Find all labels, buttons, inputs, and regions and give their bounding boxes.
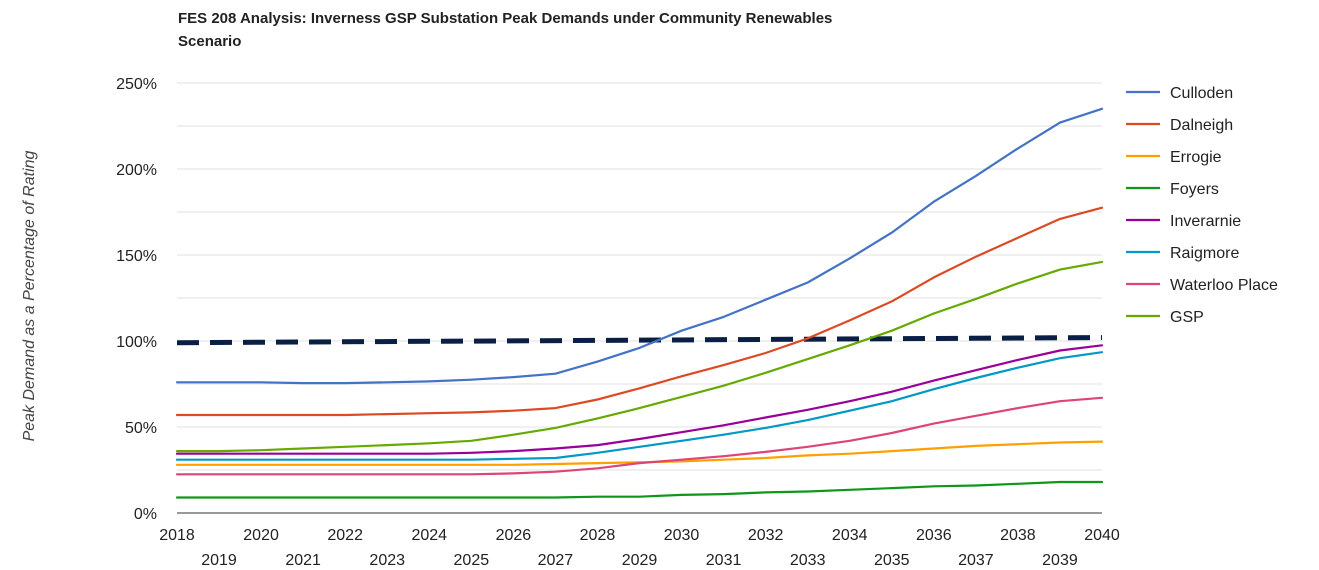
legend-item-gsp[interactable]: GSP [1126, 309, 1204, 326]
x-tick-label: 2025 [454, 552, 490, 569]
x-tick-label: 2036 [916, 527, 952, 544]
x-axis-ticks: 2018 2020 2022 2024 2026 2028 2030 2032 2034 2036… [159, 527, 1120, 569]
rating-line [176, 335, 1103, 346]
x-tick-label: 2019 [201, 552, 237, 569]
series-line-raigmore [175, 351, 1104, 461]
legend-label: Waterloo Place [1170, 277, 1278, 294]
x-tick-label: 2037 [958, 552, 994, 569]
legend-item-dalneigh[interactable]: Dalneigh [1126, 117, 1233, 134]
legend-label: GSP [1170, 309, 1204, 326]
x-tick-label: 2030 [664, 527, 700, 544]
x-tick-label: 2040 [1084, 527, 1120, 544]
legend-label: Inverarnie [1170, 213, 1241, 230]
x-tick-label: 2018 [159, 527, 195, 544]
legend-item-foyers[interactable]: Foyers [1126, 181, 1219, 198]
legend-item-culloden[interactable]: Culloden [1126, 85, 1233, 102]
x-tick-label: 2022 [327, 527, 363, 544]
x-tick-label: 2029 [622, 552, 658, 569]
series-line-dalneigh [175, 206, 1104, 417]
x-tick-label: 2034 [832, 527, 868, 544]
series-line-inverarnie [175, 344, 1104, 455]
rating-line-group [176, 335, 1103, 346]
series-lines [175, 107, 1104, 499]
x-tick-label: 2021 [285, 552, 321, 569]
legend-label: Culloden [1170, 85, 1233, 102]
legend-label: Foyers [1170, 181, 1219, 198]
y-tick-label: 200% [116, 162, 157, 179]
x-tick-label: 2028 [580, 527, 616, 544]
x-tick-label: 2039 [1042, 552, 1078, 569]
series-line-gsp [175, 260, 1104, 453]
y-tick-label: 250% [116, 76, 157, 93]
y-tick-label: 0% [134, 506, 157, 523]
legend-label: Dalneigh [1170, 117, 1233, 134]
legend-item-raigmore[interactable]: Raigmore [1126, 245, 1239, 262]
legend-label: Raigmore [1170, 245, 1239, 262]
y-tick-label: 50% [125, 420, 157, 437]
legend[interactable]: Culloden Dalneigh Errogie Foyers Inverarnie R… [1126, 85, 1278, 326]
series-line-waterloo-place [175, 396, 1104, 476]
x-tick-label: 2031 [706, 552, 742, 569]
x-tick-label: 2024 [411, 527, 447, 544]
y-axis-ticks: 0% 50% 100% 150% 200% 250% [116, 76, 157, 523]
y-tick-label: 100% [116, 334, 157, 351]
x-tick-label: 2027 [538, 552, 574, 569]
x-tick-label: 2033 [790, 552, 826, 569]
y-tick-label: 150% [116, 248, 157, 265]
x-tick-label: 2038 [1000, 527, 1036, 544]
chart-title-line-1: FES 208 Analysis: Inverness GSP Substati… [178, 10, 832, 27]
chart-title-line-2: Scenario [178, 33, 241, 50]
series-line-foyers [175, 480, 1104, 499]
series-line-culloden [175, 107, 1104, 385]
legend-item-waterloo-place[interactable]: Waterloo Place [1126, 277, 1278, 294]
x-tick-label: 2020 [243, 527, 279, 544]
legend-item-inverarnie[interactable]: Inverarnie [1126, 213, 1241, 230]
x-tick-label: 2026 [496, 527, 532, 544]
legend-label: Errogie [1170, 149, 1222, 166]
legend-item-errogie[interactable]: Errogie [1126, 149, 1222, 166]
x-tick-label: 2032 [748, 527, 784, 544]
x-tick-label: 2023 [369, 552, 405, 569]
y-axis-title: Peak Demand as a Percentage of Rating [21, 150, 38, 441]
x-tick-label: 2035 [874, 552, 910, 569]
